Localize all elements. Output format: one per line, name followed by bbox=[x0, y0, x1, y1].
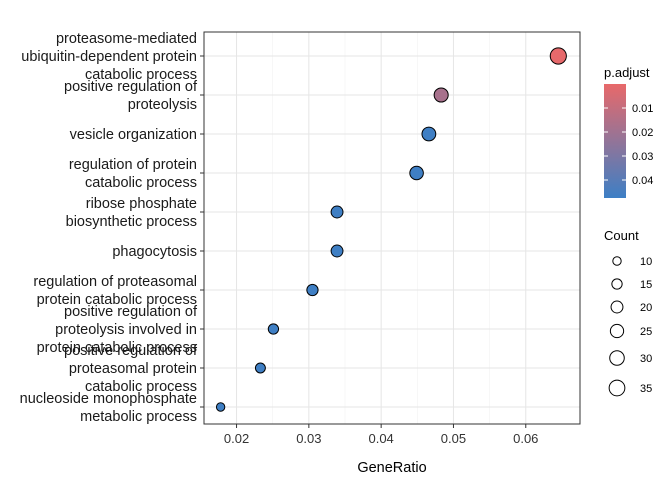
data-point bbox=[409, 165, 424, 181]
plot-panel bbox=[204, 32, 580, 424]
color-legend-label: 0.04 bbox=[632, 175, 653, 187]
x-tick-label: 0.05 bbox=[441, 431, 466, 446]
size-legend-circle bbox=[612, 256, 622, 266]
y-tick-label: ubiquitin-dependent protein bbox=[21, 49, 197, 65]
size-legend: Count 10 15 20 25 30 35 bbox=[604, 228, 652, 397]
color-legend: p.adjust 0.01 0.02 0.03 0.04 bbox=[604, 65, 653, 198]
x-axis-title: GeneRatio bbox=[357, 460, 426, 476]
y-tick-label: nucleoside monophosphate bbox=[20, 391, 197, 407]
color-legend-label: 0.03 bbox=[632, 151, 653, 163]
y-axis: proteasome-mediated ubiquitin-dependent p… bbox=[20, 31, 204, 425]
x-tick-label: 0.02 bbox=[224, 431, 249, 446]
data-point bbox=[433, 87, 449, 103]
data-point bbox=[330, 205, 344, 219]
data-point bbox=[267, 323, 280, 335]
data-point bbox=[549, 47, 567, 65]
size-legend-label: 20 bbox=[640, 302, 652, 314]
y-tick-label: regulation of protein bbox=[69, 157, 197, 173]
size-legend-label: 10 bbox=[640, 256, 652, 268]
y-tick-label: proteolysis bbox=[128, 97, 197, 113]
y-tick-label: catabolic process bbox=[85, 175, 197, 191]
y-tick-label: biosynthetic process bbox=[66, 214, 197, 230]
y-tick-label: vesicle organization bbox=[70, 127, 197, 143]
x-axis: 0.02 0.03 0.04 0.05 0.06 bbox=[224, 424, 538, 446]
plot-border bbox=[203, 31, 581, 425]
size-legend-label: 35 bbox=[640, 383, 652, 395]
size-legend-label: 15 bbox=[640, 279, 652, 291]
size-legend-circle bbox=[611, 278, 623, 290]
x-tick-label: 0.06 bbox=[513, 431, 538, 446]
x-tick-label: 0.04 bbox=[368, 431, 393, 446]
data-point bbox=[306, 283, 319, 297]
y-tick-label: proteolysis involved in bbox=[55, 322, 197, 338]
y-tick-label: protein catabolic process bbox=[37, 292, 197, 308]
color-legend-title: p.adjust bbox=[604, 65, 650, 80]
size-legend-label: 25 bbox=[640, 326, 652, 338]
y-tick-label: catabolic process bbox=[85, 67, 197, 83]
data-point bbox=[254, 362, 266, 374]
y-tick-label: positive regulation of bbox=[64, 79, 198, 95]
y-tick-label: catabolic process bbox=[85, 379, 197, 395]
color-legend-label: 0.02 bbox=[632, 127, 653, 139]
y-tick-label: phagocytosis bbox=[112, 244, 197, 260]
x-tick-label: 0.03 bbox=[296, 431, 321, 446]
size-legend-label: 30 bbox=[640, 353, 652, 365]
y-tick-label: metabolic process bbox=[80, 409, 197, 425]
y-tick-label: protein catabolic process bbox=[37, 340, 197, 356]
y-tick-label: proteasome-mediated bbox=[56, 31, 197, 47]
y-tick-label: proteasomal protein bbox=[69, 361, 197, 377]
data-points bbox=[215, 47, 567, 412]
data-point bbox=[215, 402, 226, 412]
size-legend-circle bbox=[608, 379, 626, 397]
size-legend-circle bbox=[610, 300, 624, 314]
data-point bbox=[330, 244, 344, 258]
gridlines bbox=[204, 32, 580, 424]
size-legend-circle bbox=[609, 350, 625, 366]
data-point bbox=[421, 126, 437, 142]
color-legend-label: 0.01 bbox=[632, 103, 653, 115]
y-tick-label: ribose phosphate bbox=[86, 196, 197, 212]
size-legend-circle bbox=[609, 323, 625, 339]
size-legend-title: Count bbox=[604, 228, 639, 243]
y-tick-label: positive regulation of bbox=[64, 343, 198, 359]
y-tick-label: regulation of proteasomal bbox=[33, 274, 197, 290]
y-tick-label: positive regulation of bbox=[64, 304, 198, 320]
color-bar bbox=[604, 84, 626, 198]
